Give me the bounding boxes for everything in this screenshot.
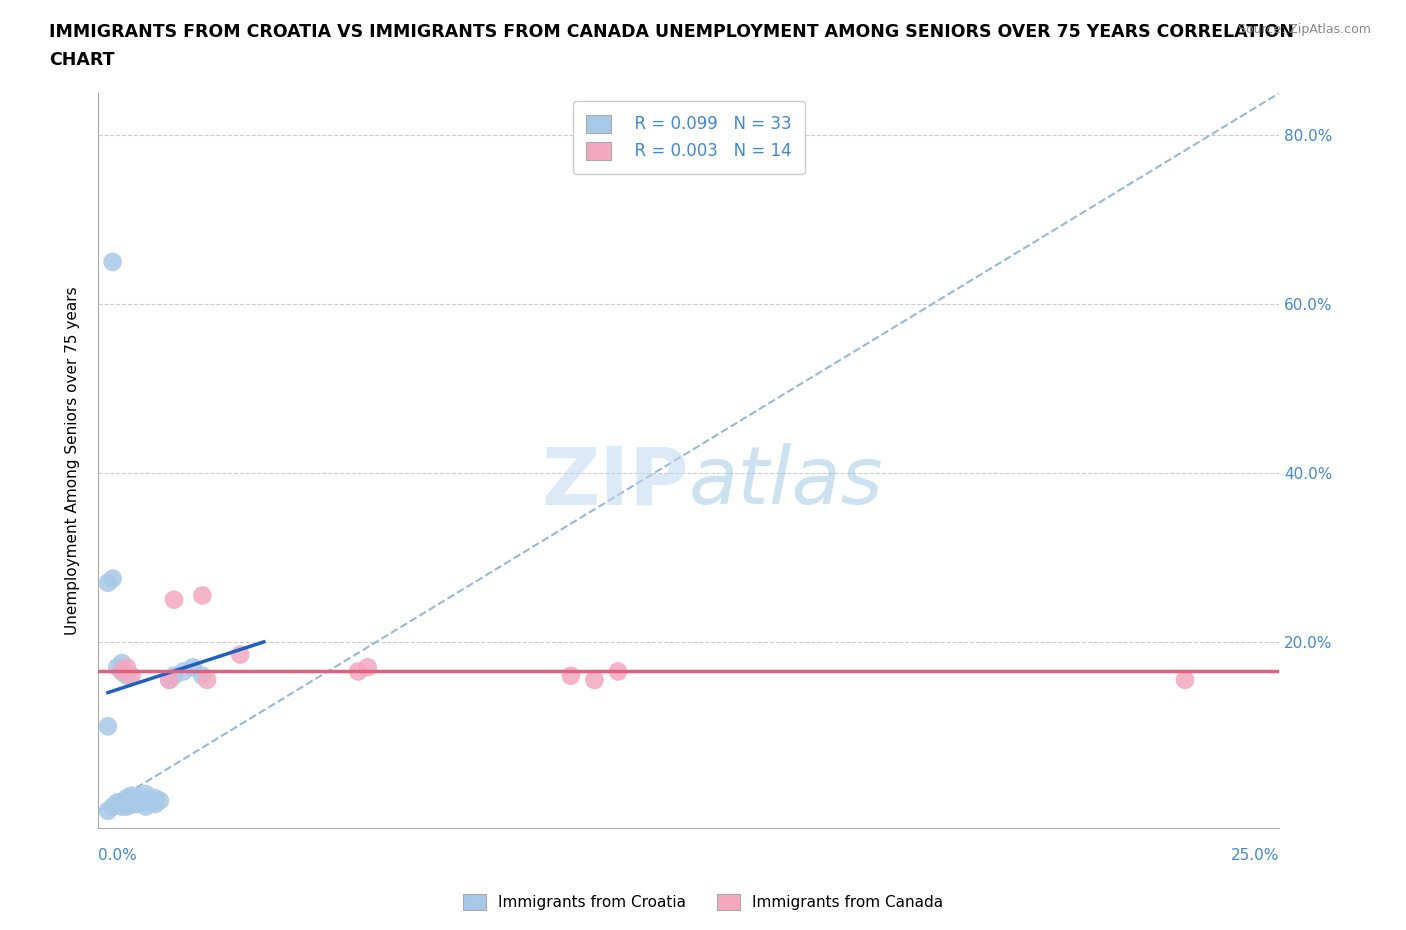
Text: Source: ZipAtlas.com: Source: ZipAtlas.com: [1237, 23, 1371, 36]
Point: [97, 804, 120, 818]
Point: [195, 672, 218, 687]
Point: [111, 795, 134, 810]
Point: [97, 576, 120, 591]
Point: [121, 788, 143, 803]
Point: [105, 795, 128, 810]
Point: [101, 799, 124, 814]
Point: [115, 669, 138, 684]
Point: [101, 255, 124, 270]
Point: [105, 659, 128, 674]
Point: [149, 793, 172, 808]
Point: [121, 793, 143, 808]
Point: [101, 571, 124, 586]
Point: [163, 669, 186, 684]
Text: ZIP: ZIP: [541, 444, 689, 522]
Legend: Immigrants from Croatia, Immigrants from Canada: Immigrants from Croatia, Immigrants from…: [456, 886, 950, 918]
Point: [135, 799, 157, 814]
Legend:   R = 0.099   N = 33,   R = 0.003   N = 14: R = 0.099 N = 33, R = 0.003 N = 14: [572, 101, 806, 174]
Text: IMMIGRANTS FROM CROATIA VS IMMIGRANTS FROM CANADA UNEMPLOYMENT AMONG SENIORS OVE: IMMIGRANTS FROM CROATIA VS IMMIGRANTS FR…: [49, 23, 1294, 41]
Point: [229, 647, 252, 662]
Point: [135, 793, 157, 808]
Point: [139, 795, 162, 810]
Point: [125, 790, 148, 805]
Y-axis label: Unemployment Among Seniors over 75 years: Unemployment Among Seniors over 75 years: [65, 286, 80, 634]
Point: [143, 797, 166, 812]
Text: 0.0%: 0.0%: [98, 848, 138, 863]
Point: [163, 592, 186, 607]
Point: [172, 664, 194, 679]
Point: [347, 664, 370, 679]
Point: [111, 656, 134, 671]
Point: [129, 795, 152, 810]
Point: [111, 799, 134, 814]
Point: [121, 669, 143, 684]
Point: [157, 672, 180, 687]
Point: [115, 799, 138, 814]
Point: [560, 669, 582, 684]
Point: [181, 659, 204, 674]
Point: [143, 790, 166, 805]
Text: atlas: atlas: [689, 444, 884, 522]
Point: [125, 797, 148, 812]
Point: [121, 797, 143, 812]
Point: [111, 664, 134, 679]
Point: [97, 719, 120, 734]
Point: [135, 787, 157, 802]
Point: [607, 664, 630, 679]
Point: [357, 659, 380, 674]
Point: [157, 672, 180, 687]
Point: [191, 588, 214, 603]
Text: CHART: CHART: [49, 51, 115, 69]
Point: [111, 664, 134, 679]
Point: [191, 669, 214, 684]
Point: [115, 790, 138, 805]
Point: [1174, 672, 1197, 687]
Text: 25.0%: 25.0%: [1232, 848, 1279, 863]
Point: [583, 672, 606, 687]
Point: [115, 659, 138, 674]
